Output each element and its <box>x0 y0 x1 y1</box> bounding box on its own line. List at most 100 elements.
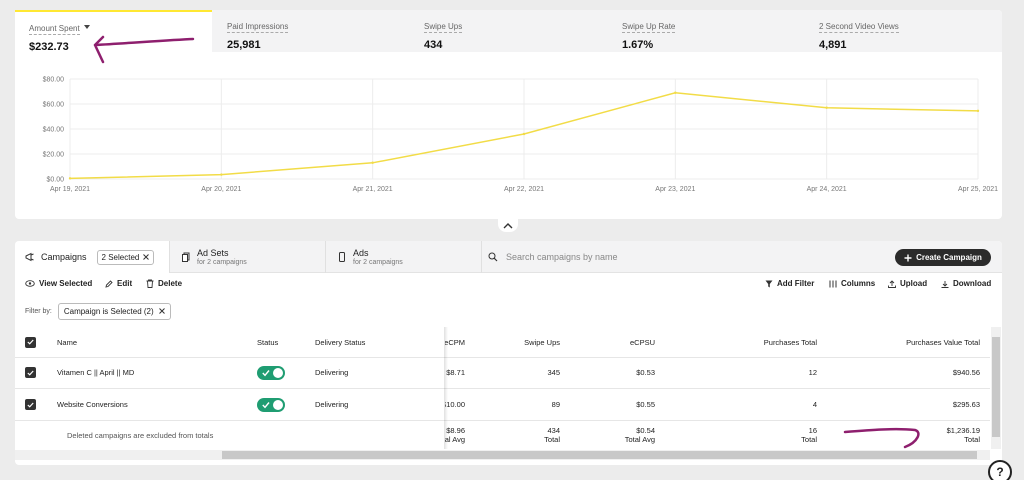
columns-icon <box>829 280 837 287</box>
create-campaign-button[interactable]: Create Campaign <box>895 249 991 266</box>
caret-down-icon[interactable] <box>83 24 90 29</box>
header-delivery-status[interactable]: Delivery Status <box>315 337 366 347</box>
filter-row: Filter by: Campaign is Selected (2) <box>15 301 171 321</box>
tab-ads[interactable]: Ads for 2 campaigns <box>327 241 482 273</box>
filter-icon <box>765 280 773 287</box>
campaign-name[interactable]: Vitamen C || April || MD <box>57 368 135 377</box>
data-point[interactable] <box>220 173 223 176</box>
selected-count: 2 Selected <box>101 252 140 262</box>
search-icon <box>488 252 498 262</box>
campaigns-table: eCPM Swipe Ups eCPSU Purchases Total Pur… <box>15 327 1002 449</box>
close-icon[interactable] <box>143 254 150 260</box>
check-icon <box>262 369 270 376</box>
header-status[interactable]: Status <box>257 337 279 347</box>
download-button[interactable]: Download <box>941 279 991 288</box>
tab-sublabel: for 2 campaigns <box>197 259 247 266</box>
header-name[interactable]: Name <box>57 337 78 347</box>
metric-value: 4,891 <box>819 39 847 51</box>
header-purchases-value-total[interactable]: Purchases Value Total <box>906 337 980 347</box>
frozen-column-shadow <box>444 327 448 449</box>
cell-purchases: 12 <box>808 368 817 377</box>
columns-button[interactable]: Columns <box>829 279 875 288</box>
filter-label: Filter by: <box>25 307 52 315</box>
vertical-scrollbar[interactable] <box>991 327 1001 449</box>
trash-icon <box>146 279 154 288</box>
upload-icon <box>888 279 896 288</box>
row-checkbox[interactable] <box>25 399 36 410</box>
campaign-name[interactable]: Website Conversions <box>57 400 128 409</box>
select-all-checkbox[interactable] <box>25 336 36 348</box>
row-checkbox-cell <box>25 389 36 420</box>
metric-label: Swipe Ups <box>424 22 463 33</box>
x-tick-label: Apr 20, 2021 <box>201 186 241 193</box>
edit-label: Edit <box>117 279 133 288</box>
tab-ad-sets[interactable]: Ad Sets for 2 campaigns <box>171 241 326 273</box>
status-toggle[interactable] <box>257 365 285 380</box>
help-button[interactable]: ? <box>988 460 1012 480</box>
data-point[interactable] <box>825 106 828 109</box>
tab-sublabel: for 2 campaigns <box>353 259 403 266</box>
x-tick-label: Apr 22, 2021 <box>504 186 544 193</box>
header-swipe-ups[interactable]: Swipe Ups <box>524 337 560 347</box>
collapse-chart-button[interactable] <box>498 218 518 232</box>
cell-purchases-value: $940.56 <box>952 368 980 377</box>
check-icon <box>27 339 34 345</box>
phone-icon <box>339 252 345 262</box>
data-point[interactable] <box>68 177 72 180</box>
delete-label: Delete <box>158 279 183 288</box>
view-selected-button[interactable]: View Selected <box>25 279 92 288</box>
level-tab-bar: Campaigns 2 Selected Ad Sets for 2 campa… <box>15 241 1002 273</box>
metric-tab-paid-impressions[interactable]: Paid Impressions 25,981 <box>213 10 410 52</box>
metric-tab-swipe-up-rate[interactable]: Swipe Up Rate 1.67% <box>608 10 805 52</box>
row-divider <box>15 388 990 389</box>
select-all-cell <box>25 327 45 357</box>
data-point[interactable] <box>371 161 374 164</box>
download-label: Download <box>953 279 992 288</box>
header-ecpsu[interactable]: eCPSU <box>629 337 655 347</box>
metric-tab-video-views[interactable]: 2 Second Video Views 4,891 <box>805 10 1002 52</box>
total-sublabel: Total Avg <box>434 435 465 444</box>
search-input[interactable] <box>506 252 806 262</box>
status-toggle[interactable] <box>257 397 285 412</box>
metric-tabs: Amount Spent $232.73 Paid Impressions 25… <box>15 10 1002 53</box>
metric-tab-amount-spent[interactable]: Amount Spent $232.73 <box>15 10 212 53</box>
total-swipe-ups: 434 Total <box>485 421 560 449</box>
selected-badge[interactable]: 2 Selected <box>96 249 155 265</box>
line-chart: $0.00 $20.00 $40.00 $60.00 $80.00 Apr 19, 20… <box>43 77 999 194</box>
delivery-status: Delivering <box>315 368 349 377</box>
download-icon <box>941 280 949 288</box>
tab-campaigns[interactable]: Campaigns 2 Selected <box>15 241 170 273</box>
metric-label: Amount Spent <box>29 24 80 35</box>
data-point[interactable] <box>674 91 677 94</box>
data-point[interactable] <box>976 109 980 113</box>
horizontal-scrollbar[interactable] <box>15 450 990 460</box>
row-checkbox-cell <box>25 357 36 388</box>
x-tick-label: Apr 24, 2021 <box>807 186 847 193</box>
create-campaign-label: Create Campaign <box>916 253 982 262</box>
filter-chip[interactable]: Campaign is Selected (2) <box>57 302 171 320</box>
close-icon[interactable] <box>158 308 165 314</box>
data-point[interactable] <box>522 132 526 136</box>
row-checkbox[interactable] <box>25 367 36 378</box>
vertical-scroll-thumb[interactable] <box>992 337 1000 437</box>
check-icon <box>27 370 34 376</box>
horizontal-scroll-thumb[interactable] <box>222 451 977 459</box>
metric-label: 2 Second Video Views <box>819 22 899 33</box>
filter-chip-label: Campaign is Selected (2) <box>63 306 154 316</box>
upload-button[interactable]: Upload <box>888 279 927 288</box>
delete-button[interactable]: Delete <box>146 279 182 288</box>
edit-button[interactable]: Edit <box>105 279 132 288</box>
total-sublabel: Total <box>544 435 560 444</box>
total-sublabel: Total Avg <box>624 435 655 444</box>
total-value: $0.54 <box>636 426 655 435</box>
view-selected-label: View Selected <box>39 279 93 288</box>
search-area <box>482 241 842 273</box>
metric-tab-swipe-ups[interactable]: Swipe Ups 434 <box>410 10 607 52</box>
header-ecpm[interactable]: eCPM <box>444 337 465 347</box>
metrics-card: Amount Spent $232.73 Paid Impressions 25… <box>15 10 1002 219</box>
header-purchases-total[interactable]: Purchases Total <box>763 337 817 347</box>
cell-ecpm: $10.00 <box>442 400 465 409</box>
tab-label: Ads <box>353 248 369 258</box>
x-tick-label: Apr 21, 2021 <box>353 186 393 193</box>
add-filter-button[interactable]: Add Filter <box>765 279 814 288</box>
